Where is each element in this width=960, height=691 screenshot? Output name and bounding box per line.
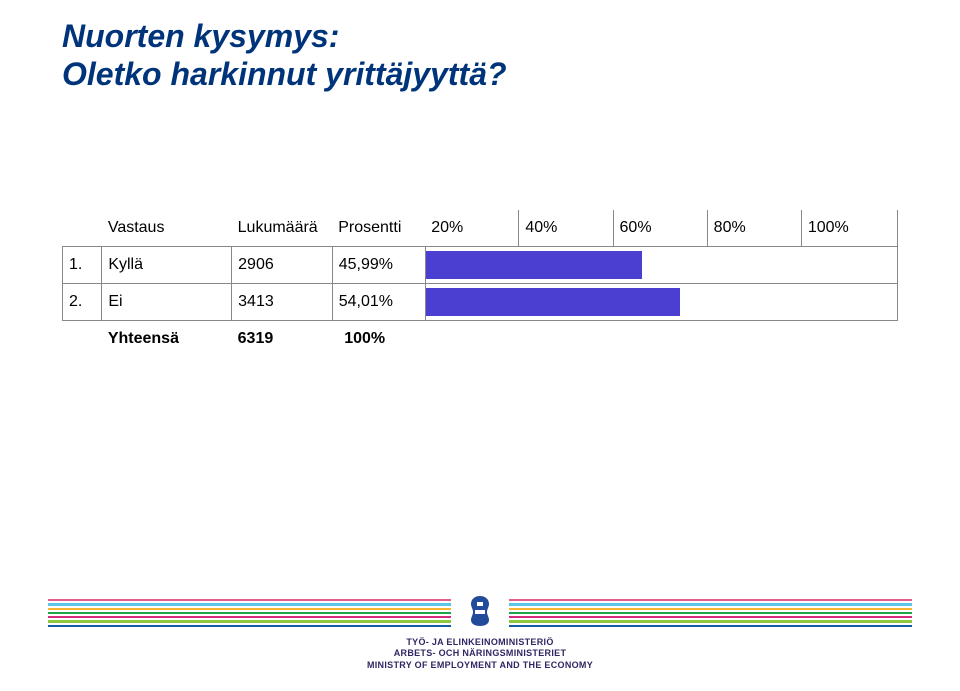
total-label: Yhteensä	[102, 321, 232, 358]
emblem-wrap	[451, 593, 509, 635]
title-line-1: Nuorten kysymys:	[62, 18, 507, 56]
header-tick-100: 100%	[801, 210, 897, 247]
total-spacer	[63, 321, 102, 358]
row-index: 1.	[63, 247, 102, 284]
row-label: Ei	[102, 284, 232, 321]
header-tick-60: 60%	[613, 210, 707, 247]
row-percent: 54,01%	[332, 284, 425, 321]
row-index: 2.	[63, 284, 102, 321]
header-spacer	[63, 210, 102, 247]
row-bar-cell	[425, 247, 897, 284]
results-table: Vastaus Lukumäärä Prosentti 20% 40% 60% …	[62, 210, 898, 357]
header-tick-80: 80%	[707, 210, 801, 247]
table-total-row: Yhteensä 6319 100%	[63, 321, 898, 358]
slide-title: Nuorten kysymys: Oletko harkinnut yrittä…	[62, 18, 507, 94]
row-label: Kyllä	[102, 247, 232, 284]
ministry-line: ARBETS- OCH NÄRINGSMINISTERIET	[0, 648, 960, 659]
table-row: 2. Ei 3413 54,01%	[63, 284, 898, 321]
header-prosentti: Prosentti	[332, 210, 425, 247]
lion-emblem-icon	[465, 594, 495, 635]
ministry-line: TYÖ- JA ELINKEINOMINISTERIÖ	[0, 637, 960, 648]
row-percent: 45,99%	[332, 247, 425, 284]
header-lukumaara: Lukumäärä	[232, 210, 333, 247]
footer: TYÖ- JA ELINKEINOMINISTERIÖ ARBETS- OCH …	[0, 599, 960, 691]
header-tick-20: 20%	[425, 210, 519, 247]
row-bar	[426, 288, 681, 316]
total-bar-spacer	[425, 321, 897, 358]
table-row: 1. Kyllä 2906 45,99%	[63, 247, 898, 284]
row-count: 2906	[232, 247, 333, 284]
table-header-row: Vastaus Lukumäärä Prosentti 20% 40% 60% …	[63, 210, 898, 247]
header-vastaus: Vastaus	[102, 210, 232, 247]
row-count: 3413	[232, 284, 333, 321]
header-tick-40: 40%	[519, 210, 613, 247]
ministry-text: TYÖ- JA ELINKEINOMINISTERIÖ ARBETS- OCH …	[0, 637, 960, 671]
row-bar	[426, 251, 643, 279]
row-bar-cell	[425, 284, 897, 321]
ministry-line: MINISTRY OF EMPLOYMENT AND THE ECONOMY	[0, 660, 960, 671]
total-percent: 100%	[332, 321, 425, 358]
total-count: 6319	[232, 321, 333, 358]
title-line-2: Oletko harkinnut yrittäjyyttä?	[62, 56, 507, 94]
